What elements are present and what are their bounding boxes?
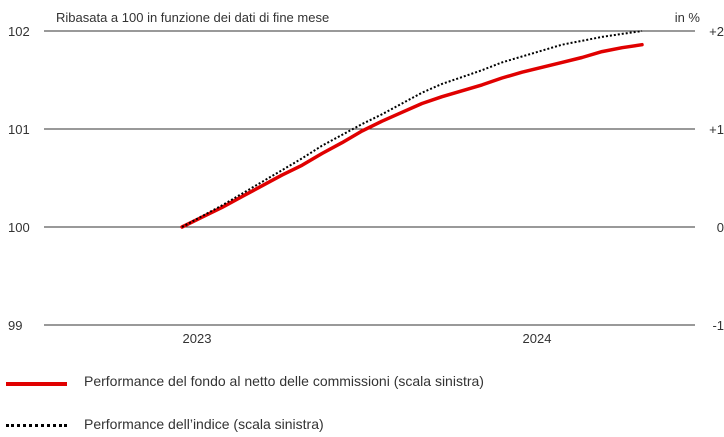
legend-swatch-fund (6, 382, 67, 386)
chart-subtitle: Ribasata a 100 in funzione dei dati di f… (56, 10, 329, 25)
y-tick-label-right: +1 (709, 122, 724, 137)
series-line-fund (180, 42, 644, 229)
right-axis-unit: in % (675, 10, 701, 25)
gridlines (44, 30, 695, 326)
legend-item-fund: Performance del fondo al netto delle com… (0, 370, 724, 394)
x-axis: 2023 2024 (183, 331, 552, 346)
legend-item-index: Performance dell’indice (scala sinistra) (0, 413, 724, 437)
y-tick-label-right: +2 (709, 24, 724, 39)
y-tick-label-left: 100 (8, 220, 30, 235)
left-y-axis: 99 100 101 102 (8, 24, 30, 333)
x-tick-label: 2023 (183, 331, 212, 346)
legend-swatch-index (6, 424, 67, 427)
legend-label-index: Performance dell’indice (scala sinistra) (84, 416, 324, 432)
y-tick-label-left: 101 (8, 122, 30, 137)
y-tick-label-right: 0 (717, 220, 724, 235)
x-tick-label: 2024 (523, 331, 552, 346)
y-tick-label-left: 102 (8, 24, 30, 39)
series-lines (180, 30, 644, 229)
right-y-axis: -1 0 +1 +2 (709, 24, 724, 333)
y-tick-label-left: 99 (8, 318, 22, 333)
line-chart: Ribasata a 100 in funzione dei dati di f… (8, 10, 724, 346)
legend-label-fund: Performance del fondo al netto delle com… (84, 373, 484, 389)
y-tick-label-right: -1 (712, 318, 724, 333)
